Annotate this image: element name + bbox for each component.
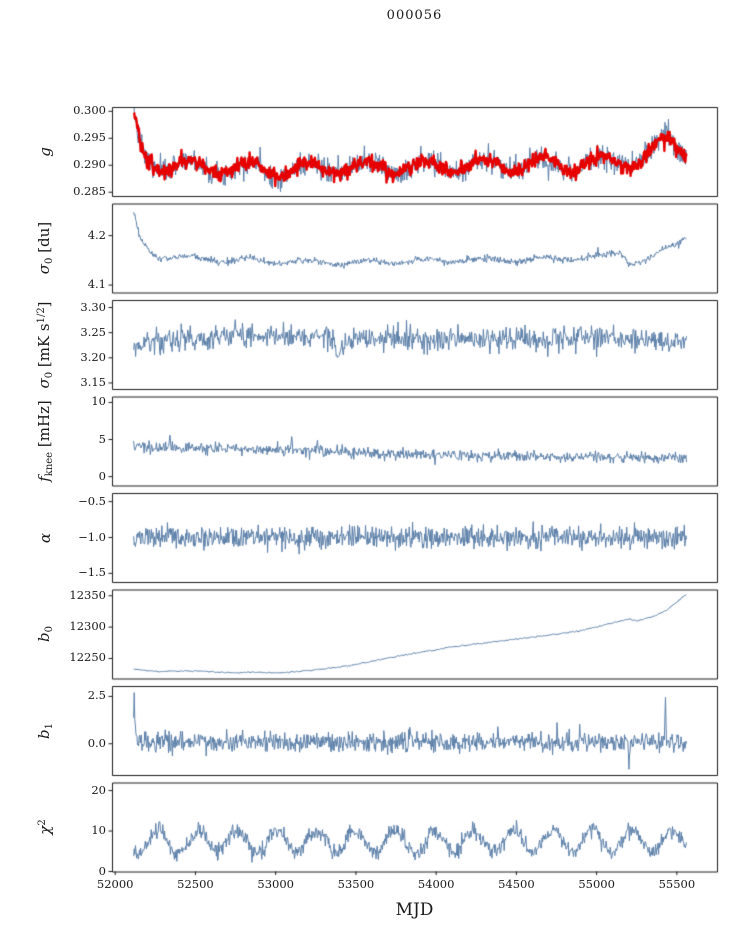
x-tick-label: 55500 (658, 876, 696, 891)
y-axis-label: α (36, 532, 54, 542)
y-axis-label-part: σ (35, 377, 53, 389)
y-tick-label: 0 (98, 863, 106, 878)
y-tick-label: 0.0 (87, 735, 106, 750)
y-tick-label: −1.5 (78, 565, 106, 580)
y-axis-label-part: α (36, 532, 54, 543)
y-tick-label: 3.30 (80, 299, 106, 314)
x-tick-label: 53500 (337, 876, 375, 891)
x-tick-label: 54000 (417, 876, 455, 891)
y-axis-label: fknee [mHz] (35, 400, 55, 482)
y-axis-label-part: [mHz] (35, 400, 53, 452)
y-tick-label: 10 (91, 394, 106, 409)
y-tick-label: 12250 (69, 650, 106, 665)
y-tick-label: 0.285 (73, 184, 106, 199)
y-axis-label-part: b (35, 728, 53, 739)
y-axis-label-part: 0 (44, 626, 55, 633)
x-axis-label: MJD (395, 900, 434, 920)
y-tick-label: 4.2 (87, 227, 106, 242)
y-tick-label: 4.1 (87, 277, 106, 292)
y-tick-label: 3.20 (80, 349, 106, 364)
y-axis-label: b1 (35, 723, 55, 739)
x-tick-label: 53000 (257, 876, 294, 891)
y-axis-label: χ2 (36, 819, 54, 834)
y-axis-label-part: σ (35, 263, 53, 275)
y-tick-label: 5 (98, 431, 106, 446)
y-tick-label: 3.25 (80, 324, 106, 339)
y-tick-label: −1.0 (78, 529, 106, 544)
y-axis-label-part: g (36, 146, 54, 157)
y-axis-label-part: [mK s (35, 322, 53, 372)
y-tick-label: 0.300 (73, 103, 106, 118)
y-tick-label: 0 (98, 468, 106, 483)
y-tick-label: 12300 (69, 619, 106, 634)
x-tick-label: 54500 (498, 876, 535, 891)
y-tick-label: 12350 (69, 587, 106, 602)
x-tick-label: 52500 (177, 876, 214, 891)
y-axis-label-part: b (35, 632, 53, 642)
y-axis-label-part: f (35, 476, 53, 482)
y-tick-label: 3.15 (80, 374, 106, 389)
y-tick-label: 10 (91, 823, 106, 838)
y-axis-label-part: knee (44, 451, 55, 477)
y-axis-label: σ0 [mK s1/2] (35, 301, 55, 388)
chart-title: 000056 (386, 8, 443, 23)
y-axis-label-part: 1 (44, 722, 55, 729)
y-tick-label: 0.295 (73, 130, 106, 145)
y-tick-label: 20 (91, 782, 106, 797)
y-tick-label: 0.290 (73, 157, 106, 172)
y-axis-label: g (36, 147, 54, 157)
y-tick-label: 2.5 (87, 688, 106, 703)
y-axis-label: b0 (35, 626, 55, 642)
y-axis-label-part: ] (35, 300, 53, 307)
y-axis-label-part: 0 (44, 371, 55, 378)
y-axis-label-part: 2 (37, 819, 48, 826)
y-axis-label-part: 1/2 (36, 306, 47, 323)
y-axis-label-part: [du] (35, 221, 53, 258)
y-axis-label-part: χ (36, 825, 54, 835)
y-tick-label: −0.5 (78, 493, 106, 508)
y-axis-label-part: 0 (44, 257, 55, 264)
x-tick-label: 52000 (96, 876, 134, 891)
y-axis-label: σ0 [du] (35, 222, 55, 274)
x-tick-label: 55000 (578, 876, 615, 891)
